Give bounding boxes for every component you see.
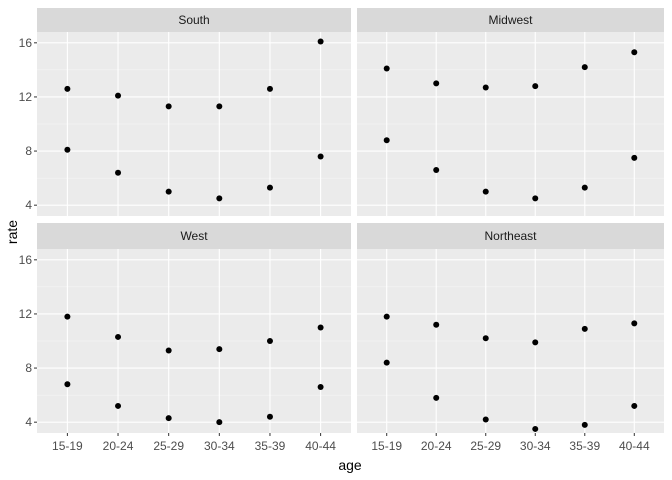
x-tick-label: 20-24 [103, 439, 134, 453]
data-point-south-25-29 [165, 188, 172, 195]
data-point-midwest-15-19 [383, 137, 390, 144]
data-point-northeast-20-24 [433, 321, 440, 328]
data-point-midwest-20-24 [433, 80, 440, 87]
x-tick-label: 25-29 [470, 439, 501, 453]
data-point-northeast-25-29 [482, 335, 489, 342]
data-point-northeast-15-19 [383, 313, 390, 320]
data-point-midwest-15-19 [383, 65, 390, 72]
data-point-west-30-34 [216, 346, 223, 353]
facet-title-northeast: Northeast [484, 229, 537, 243]
data-point-northeast-30-34 [532, 425, 539, 432]
facet-strip-northeast [357, 223, 664, 249]
facet-title-midwest: Midwest [488, 13, 533, 27]
data-point-south-25-29 [165, 103, 172, 110]
data-point-west-30-34 [216, 419, 223, 426]
data-point-west-20-24 [115, 402, 122, 409]
x-tick-label: 40-44 [305, 439, 336, 453]
y-tick-label: 4 [25, 415, 32, 429]
data-point-midwest-20-24 [433, 167, 440, 173]
x-axis-title: age [338, 457, 362, 473]
data-point-south-40-44 [317, 153, 324, 160]
data-point-west-15-19 [64, 381, 71, 388]
x-tick-label: 40-44 [619, 439, 650, 453]
facet-title-south: South [178, 13, 209, 27]
data-point-west-25-29 [165, 415, 172, 422]
data-point-northeast-35-39 [581, 325, 588, 332]
x-tick-label: 30-34 [520, 439, 551, 453]
x-tick-label: 35-39 [255, 439, 286, 453]
x-tick-label: 15-19 [52, 439, 83, 453]
x-tick-label: 15-19 [371, 439, 402, 453]
data-point-south-15-19 [64, 146, 71, 153]
x-tick-label: 30-34 [204, 439, 235, 453]
data-point-midwest-35-39 [581, 64, 588, 71]
data-point-midwest-30-34 [532, 83, 539, 90]
data-point-west-20-24 [115, 333, 122, 340]
facet-strip-south [37, 8, 351, 32]
facet-title-west: West [180, 229, 208, 243]
data-point-west-40-44 [317, 384, 324, 390]
y-tick-label: 16 [19, 36, 33, 50]
data-point-west-40-44 [317, 324, 324, 331]
data-point-midwest-40-44 [631, 49, 638, 56]
data-point-midwest-40-44 [631, 154, 638, 161]
data-point-midwest-25-29 [482, 84, 489, 91]
data-point-northeast-15-19 [383, 359, 390, 366]
y-tick-label: 8 [25, 144, 32, 158]
x-tick-label: 25-29 [153, 439, 184, 453]
data-point-south-40-44 [317, 38, 324, 45]
data-point-northeast-35-39 [581, 421, 588, 428]
x-tick-label: 35-39 [569, 439, 600, 453]
data-point-northeast-30-34 [532, 339, 539, 346]
data-point-west-25-29 [165, 347, 172, 354]
data-point-northeast-25-29 [482, 416, 489, 423]
y-tick-label: 12 [19, 307, 33, 321]
data-point-south-20-24 [115, 169, 122, 176]
data-point-south-35-39 [266, 184, 273, 191]
data-point-midwest-30-34 [532, 195, 539, 202]
data-point-south-20-24 [115, 92, 122, 99]
data-point-northeast-40-44 [631, 402, 638, 409]
data-point-midwest-35-39 [581, 184, 588, 191]
x-tick-label: 20-24 [421, 439, 452, 453]
y-tick-label: 4 [25, 198, 32, 212]
data-point-west-35-39 [266, 338, 273, 344]
facet-strip-west [37, 223, 351, 249]
data-point-northeast-40-44 [631, 320, 638, 327]
facet-strip-midwest [357, 8, 664, 32]
data-point-south-35-39 [266, 85, 273, 92]
data-point-west-35-39 [266, 413, 273, 420]
data-point-south-30-34 [216, 195, 223, 202]
data-point-west-15-19 [64, 313, 71, 320]
y-tick-label: 12 [19, 90, 33, 104]
data-point-midwest-25-29 [482, 188, 489, 195]
data-point-northeast-20-24 [433, 394, 440, 401]
y-tick-label: 8 [25, 361, 32, 375]
y-axis-title: rate [4, 220, 20, 244]
y-tick-label: 16 [19, 253, 33, 267]
data-point-south-15-19 [64, 85, 71, 92]
data-point-south-30-34 [216, 103, 223, 110]
